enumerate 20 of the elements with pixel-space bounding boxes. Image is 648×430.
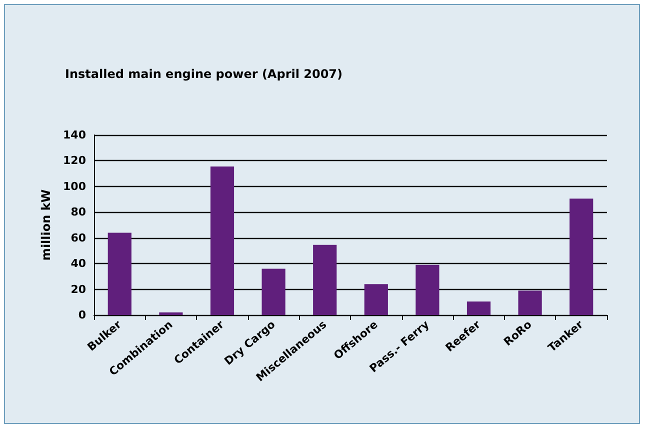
bar [416,264,440,315]
bar [364,284,388,315]
y-tick-label: 80 [70,206,86,219]
y-tick-label: 40 [70,257,86,270]
bar [159,312,183,315]
bar [466,302,491,315]
y-axis-title: million kW [39,189,54,261]
bar [518,290,542,315]
y-tick-label: 20 [70,282,86,296]
y-tick-label: 140 [63,128,86,142]
y-tick-label: 0 [78,308,86,322]
bar [570,198,594,315]
bar [313,244,337,315]
y-tick-label: 60 [70,231,86,244]
bar [262,268,286,315]
bar [210,166,234,315]
y-tick-label: 120 [63,154,86,168]
bar [108,232,132,315]
y-tick-label: 100 [63,180,86,193]
chart-title: Installed main engine power (April 2007) [65,67,343,81]
